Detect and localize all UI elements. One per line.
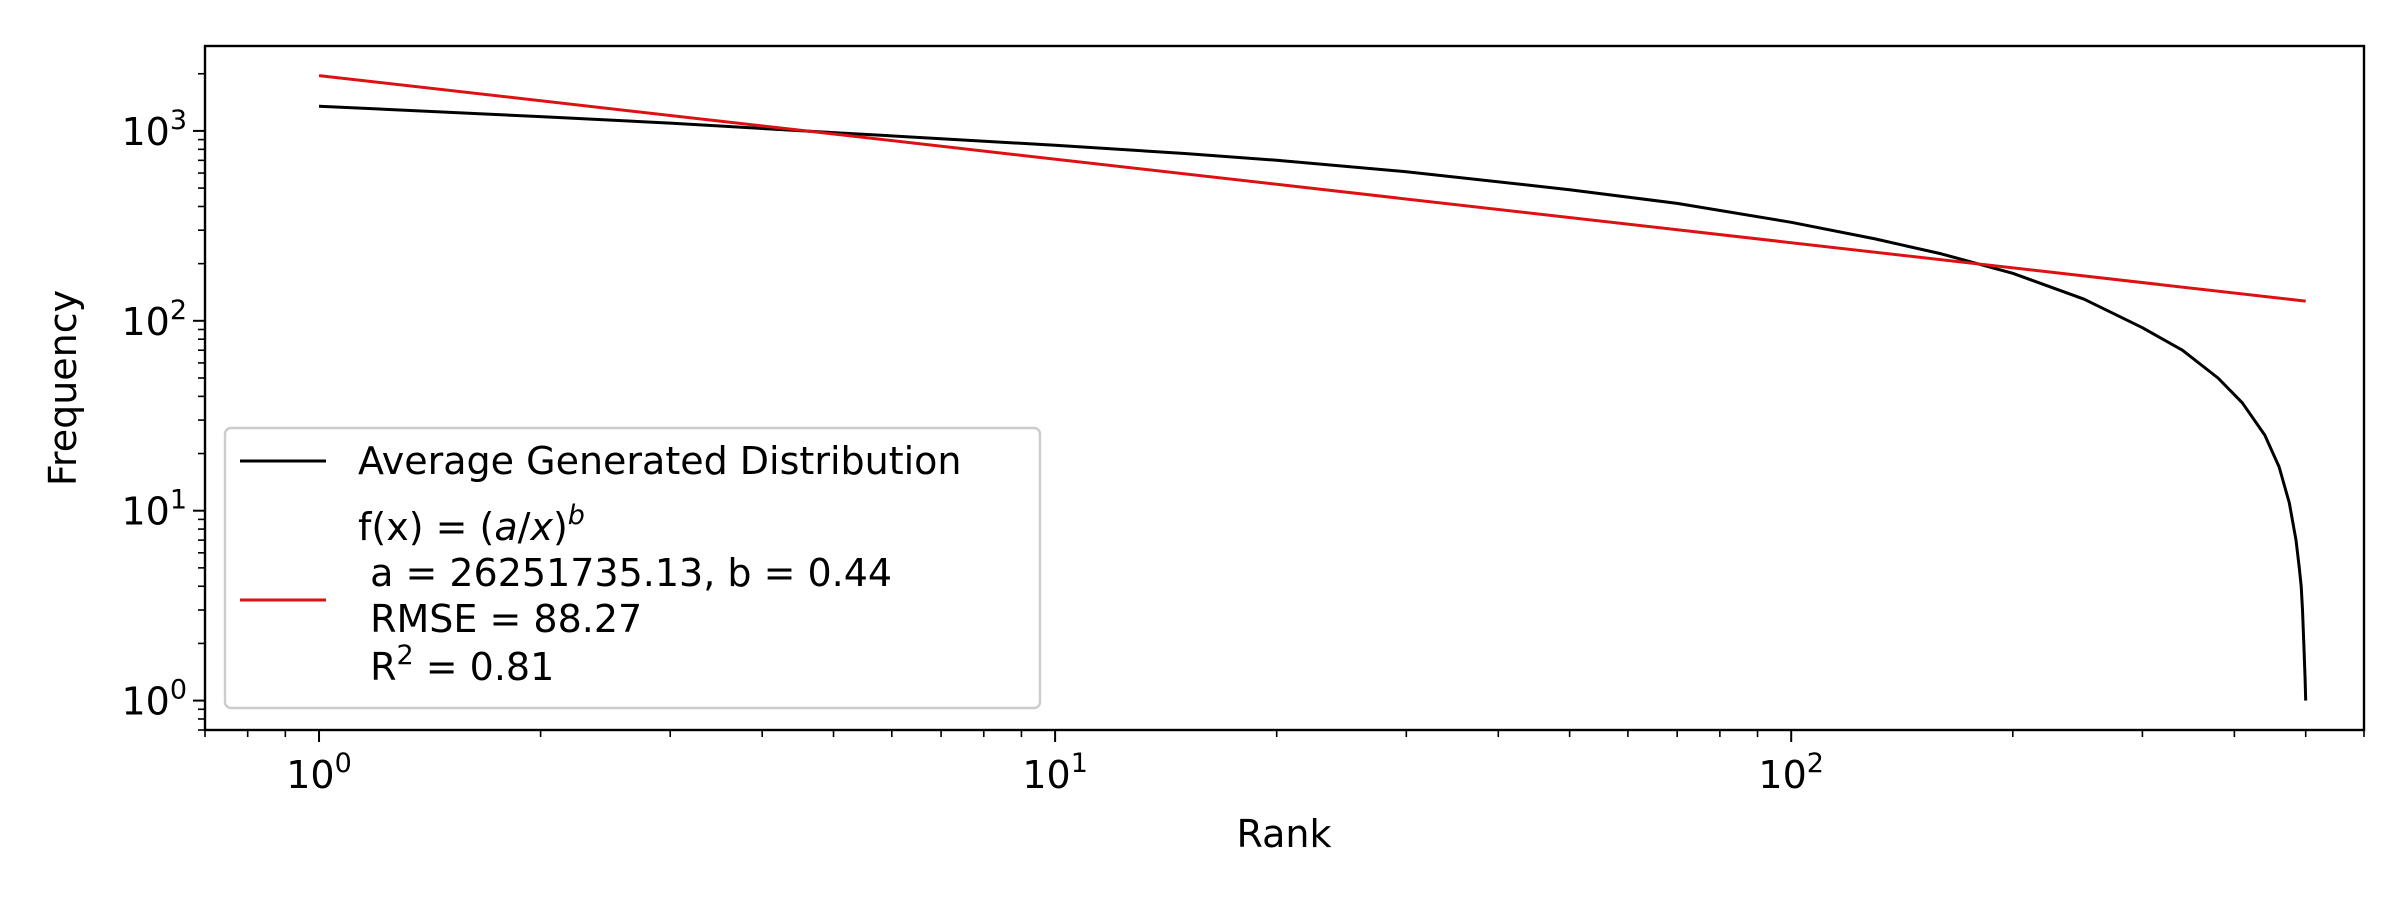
- x-tick-exponent: 2: [1807, 748, 1824, 779]
- r2-sup: 2: [396, 640, 413, 671]
- series-line-average-generated-distribution: [318, 104, 2308, 701]
- formula-slash: /: [518, 505, 531, 549]
- y-tick-exponent: 0: [170, 675, 187, 706]
- legend-box: [223, 426, 1042, 710]
- formula-x: x: [529, 505, 553, 549]
- legend-label-average-generated-distribution: Average Generated Distribution: [358, 439, 962, 483]
- legend-label-fit-formula: f(x) = (a/x)b: [358, 500, 585, 549]
- y-axis-label: Frequency: [41, 290, 85, 486]
- y-tick-base: 10: [121, 300, 169, 344]
- y-tick-exponent: 2: [170, 295, 187, 326]
- formula-a: a: [494, 505, 517, 549]
- series-layer: [318, 74, 2308, 701]
- series-line-power-law-fit: [318, 74, 2306, 303]
- y-tick-base: 10: [121, 490, 169, 534]
- y-tick-label: 100: [121, 675, 187, 724]
- r2-r: R: [358, 645, 396, 689]
- legend-label-fit-rmse: RMSE = 88.27: [358, 597, 642, 641]
- x-tick-label: 101: [1022, 748, 1088, 797]
- y-tick-label: 103: [121, 105, 187, 154]
- y-tick-base: 10: [121, 110, 169, 154]
- r2-value: = 0.81: [414, 645, 555, 689]
- x-tick-label: 102: [1758, 748, 1824, 797]
- legend-label-fit-r2: R2 = 0.81: [358, 640, 554, 689]
- y-tick-exponent: 1: [170, 485, 187, 516]
- y-tick-label: 101: [121, 485, 187, 534]
- plot-frame: [203, 44, 2366, 732]
- formula-prefix: f(x) = (: [358, 505, 494, 549]
- x-tick-base: 10: [1758, 753, 1806, 797]
- x-axis-label: Rank: [1237, 812, 1332, 856]
- x-tick-base: 10: [286, 753, 334, 797]
- legend-label-fit-params: a = 26251735.13, b = 0.44: [358, 551, 892, 595]
- formula-exponent-b: b: [568, 500, 585, 531]
- x-tick-exponent: 1: [1071, 748, 1088, 779]
- legend: Average Generated Distribution f(x) = (a…: [223, 426, 1042, 710]
- formula-close: ): [553, 505, 568, 549]
- x-tick-base: 10: [1022, 753, 1070, 797]
- y-tick-label: 102: [121, 295, 187, 344]
- y-tick-exponent: 3: [170, 105, 187, 136]
- x-tick-exponent: 0: [335, 748, 352, 779]
- x-tick-label: 100: [286, 748, 352, 797]
- y-tick-base: 10: [121, 680, 169, 724]
